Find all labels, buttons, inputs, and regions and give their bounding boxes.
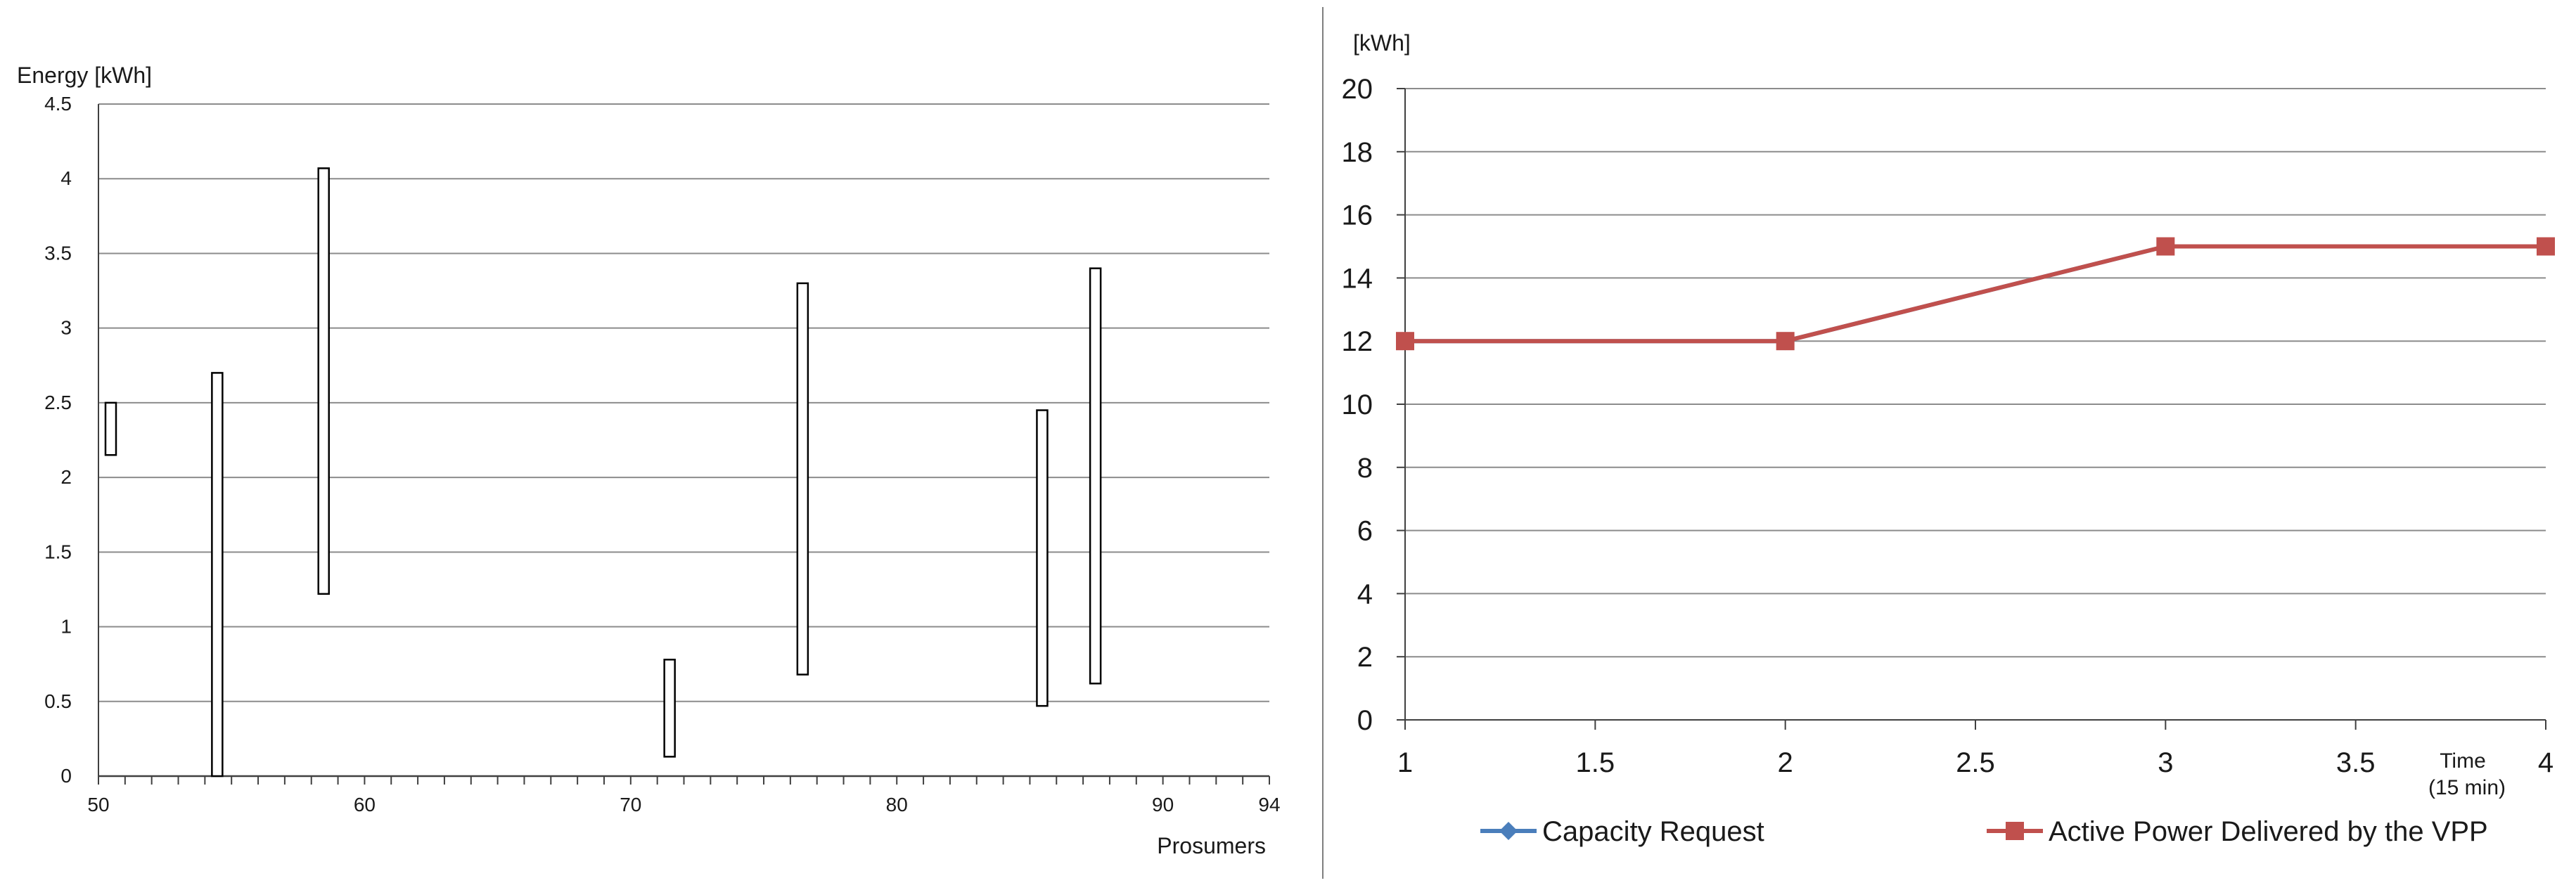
data-point bbox=[1396, 332, 1414, 351]
x-tick-label: 2 bbox=[1778, 747, 1793, 778]
panel-divider bbox=[1322, 7, 1324, 879]
y-tick-label: 0 bbox=[60, 765, 72, 787]
x-axis-label: (15 min) bbox=[2428, 776, 2506, 799]
data-point bbox=[1776, 332, 1795, 351]
y-tick-label: 3.5 bbox=[44, 242, 72, 264]
x-axis-label: Prosumers bbox=[1157, 833, 1266, 858]
prosumer-energy-chart: 0 0.5 1 1.5 2 2.5 3 3.5 4 4.5 50 60 70 80 90 94 Energy [… bbox=[17, 63, 1281, 858]
range-bar bbox=[1089, 267, 1102, 685]
x-tick-label: 90 bbox=[1152, 794, 1174, 815]
y-tick-label: 20 bbox=[1342, 74, 1373, 105]
x-tick-label: 4 bbox=[2538, 747, 2553, 778]
y-tick-label: 1.5 bbox=[44, 541, 72, 562]
x-tick-label: 3 bbox=[2158, 747, 2173, 778]
range-bar bbox=[796, 282, 809, 676]
x-tick-label: 2.5 bbox=[1956, 747, 1995, 778]
legend-marker bbox=[1499, 822, 1518, 840]
range-bar bbox=[1036, 409, 1049, 707]
series-line bbox=[1405, 244, 2546, 344]
y-axis-label: [kWh] bbox=[1353, 30, 1411, 56]
y-tick-label: 12 bbox=[1342, 326, 1373, 357]
y-tick-label: 14 bbox=[1342, 263, 1373, 294]
y-tick-label: 18 bbox=[1342, 137, 1373, 168]
y-tick-label: 2.5 bbox=[44, 392, 72, 413]
x-tick-label: 1 bbox=[1397, 747, 1413, 778]
legend-label: Active Power Delivered by the VPP bbox=[2049, 816, 2488, 847]
data-point bbox=[2537, 237, 2555, 256]
x-tick-label: 70 bbox=[620, 794, 641, 815]
legend-label: Capacity Request bbox=[1542, 816, 1764, 847]
y-tick-label: 4 bbox=[1357, 579, 1373, 610]
y-tick-label: 2 bbox=[1357, 642, 1373, 673]
y-tick-label: 0.5 bbox=[44, 690, 72, 712]
range-bar bbox=[104, 401, 117, 456]
y-tick-label: 4.5 bbox=[44, 93, 72, 115]
legend-marker bbox=[2006, 822, 2024, 840]
vpp-power-chart: 0 2 4 6 8 10 12 14 16 18 20 1 1.5 2 2.5 3 3.5 4 [kWh] Time (… bbox=[1342, 30, 2555, 847]
y-tick-label: 8 bbox=[1357, 453, 1373, 484]
x-tick-label: 50 bbox=[87, 794, 109, 815]
y-tick-label: 10 bbox=[1342, 389, 1373, 420]
y-tick-label: 2 bbox=[60, 466, 72, 488]
y-tick-label: 1 bbox=[60, 616, 72, 638]
y-tick-label: 4 bbox=[60, 167, 72, 189]
x-axis-label: Time bbox=[2440, 749, 2486, 773]
x-tick-label: 60 bbox=[354, 794, 376, 815]
y-axis-label: Energy [kWh] bbox=[17, 63, 152, 88]
range-bar bbox=[211, 372, 224, 778]
x-tick-label: 3.5 bbox=[2336, 747, 2376, 778]
range-bar bbox=[663, 659, 676, 758]
x-tick-label: 1.5 bbox=[1576, 747, 1615, 778]
y-tick-label: 16 bbox=[1342, 200, 1373, 231]
y-tick-label: 6 bbox=[1357, 516, 1373, 547]
x-tick-label: 80 bbox=[886, 794, 908, 815]
range-bar bbox=[317, 167, 330, 595]
y-tick-label: 0 bbox=[1357, 705, 1373, 736]
y-tick-label: 3 bbox=[60, 317, 72, 339]
x-tick-label: 94 bbox=[1258, 794, 1280, 815]
data-point bbox=[2156, 237, 2175, 256]
